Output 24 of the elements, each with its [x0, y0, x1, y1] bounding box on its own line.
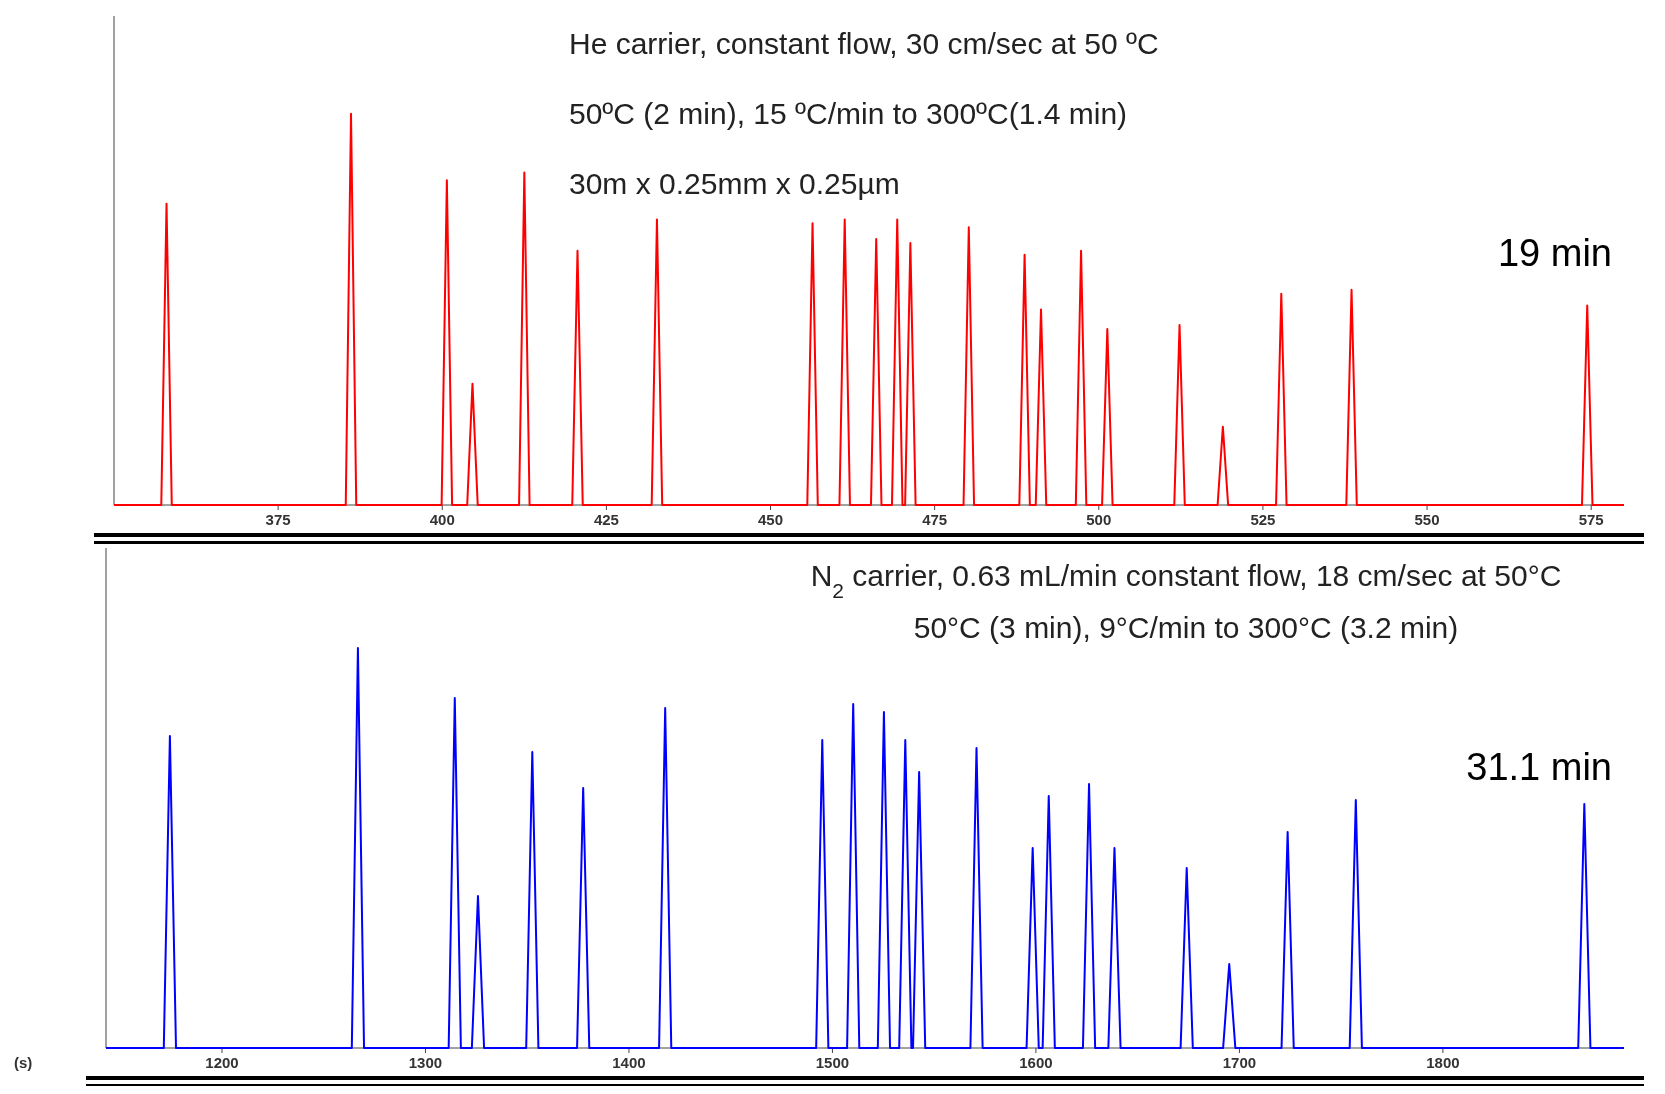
- x-tick-label: 1500: [815, 1054, 850, 1071]
- x-tick-label: 375: [265, 511, 291, 528]
- x-axis-title: (s): [14, 1054, 33, 1071]
- x-tick-label: 400: [429, 511, 455, 528]
- text: He carrier, constant flow, 30 cm/sec at 50 ºC: [569, 27, 1159, 60]
- x-tick-label: 425: [593, 511, 619, 528]
- x-tick-label: 475: [922, 511, 948, 528]
- text: 50°C (3 min), 9°C/min to 300°C (3.2 min): [913, 611, 1459, 644]
- x-tick-label: 500: [1086, 511, 1112, 528]
- x-tick-label: 1800: [1426, 1054, 1460, 1071]
- x-tick-label: 1400: [612, 1054, 646, 1071]
- annotation: 50ºC (2 min), 15 ºC/min to 300ºC(1.4 min): [569, 97, 1128, 130]
- x-tick-label: 1600: [1019, 1054, 1053, 1071]
- x-tick-label: 525: [1250, 511, 1276, 528]
- x-tick-label: 1200: [205, 1054, 239, 1071]
- annotation: 30m x 0.25mm x 0.25µm: [569, 167, 900, 200]
- x-tick-label: 1700: [1222, 1054, 1257, 1071]
- x-tick-label: 1300: [408, 1054, 443, 1071]
- x-tick-label: 575: [1578, 511, 1604, 528]
- x-tick-label: 450: [758, 511, 784, 528]
- text: N$_{2}$ carrier, 0.63 mL/min constant flow, 18 cm/sec at 50°C: [810, 559, 1562, 602]
- annotation: 31.1 min: [1466, 746, 1612, 788]
- x-tick-label: 550: [1414, 511, 1440, 528]
- annotation: 19 min: [1497, 232, 1612, 274]
